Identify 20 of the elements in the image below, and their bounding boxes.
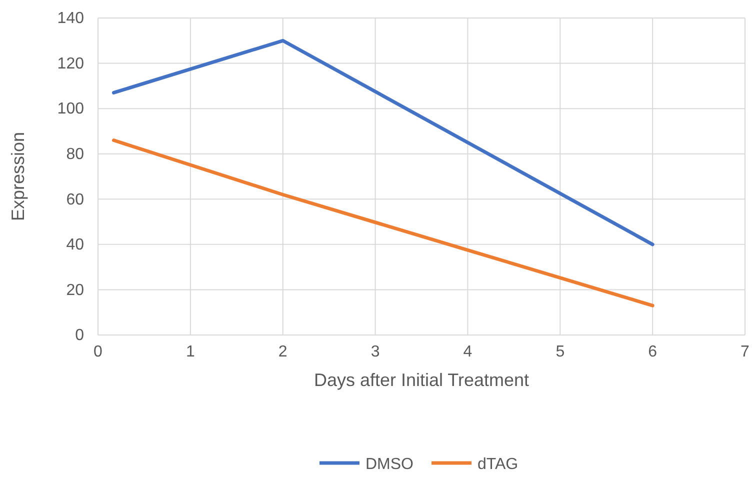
legend-label: dTAG bbox=[478, 456, 518, 473]
y-axis-title: Expression bbox=[8, 132, 28, 222]
y-tick-label: 40 bbox=[66, 236, 84, 254]
y-tick-label: 80 bbox=[66, 146, 84, 163]
x-tick-label: 4 bbox=[463, 343, 472, 360]
x-tick-label: 1 bbox=[186, 343, 195, 360]
y-tick-label: 140 bbox=[57, 10, 84, 28]
x-tick-label: 5 bbox=[556, 343, 565, 360]
y-tick-label: 20 bbox=[66, 282, 84, 299]
x-tick-label: 2 bbox=[278, 343, 288, 360]
x-tick-label: 3 bbox=[370, 343, 380, 360]
x-axis-title: Days after Initial Treatment bbox=[314, 370, 530, 390]
x-tick-label: 7 bbox=[740, 343, 750, 360]
y-tick-label: 100 bbox=[57, 100, 84, 118]
y-tick-label: 120 bbox=[57, 55, 84, 72]
y-tick-label: 60 bbox=[66, 191, 84, 208]
legend-label: DMSO bbox=[366, 456, 414, 473]
y-tick-label: 0 bbox=[75, 327, 84, 344]
x-tick-label: 6 bbox=[648, 343, 658, 360]
x-tick-label: 0 bbox=[94, 343, 103, 360]
